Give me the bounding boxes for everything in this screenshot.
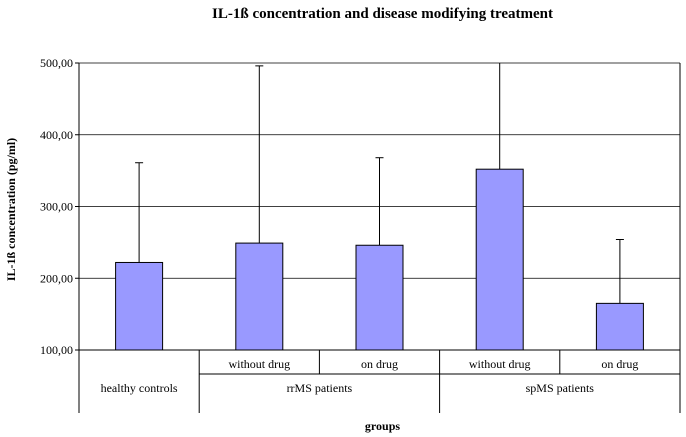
group-label: spMS patients <box>526 381 595 395</box>
x-axis-label: groups <box>365 419 400 433</box>
y-tick-label: 500,00 <box>40 56 73 70</box>
y-tick-label: 400,00 <box>40 128 73 142</box>
y-tick-label: 300,00 <box>40 200 73 214</box>
group-label: healthy controls <box>101 381 178 395</box>
y-axis-label: IL-1ß concentration (pg/ml) <box>4 138 18 281</box>
bar <box>475 168 524 351</box>
bar <box>355 244 404 351</box>
bar <box>235 242 284 351</box>
bar <box>595 302 644 351</box>
y-tick-label: 100,00 <box>40 343 73 357</box>
subcategory-label: on drug <box>361 357 398 371</box>
subcategory-label: on drug <box>601 357 638 371</box>
plot-area: 100,00 200,00 300,00 400,00 500,00 healthy co… <box>40 56 681 413</box>
y-tick-label: 200,00 <box>40 271 73 285</box>
group-label: rrMS patients <box>287 381 353 395</box>
subcategory-label: without drug <box>228 357 290 371</box>
bar <box>115 261 164 351</box>
subcategory-label: without drug <box>469 357 531 371</box>
chart-title: IL-1ß concentration and disease modifyin… <box>212 6 553 22</box>
